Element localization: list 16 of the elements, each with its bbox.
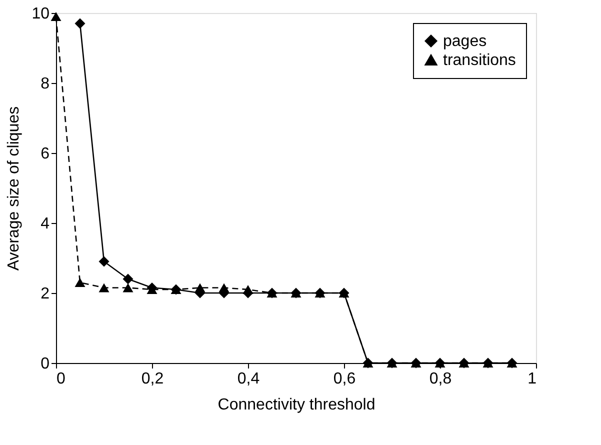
x-axis-title: Connectivity threshold [218,396,376,414]
x-tick-label: 0 [56,370,66,388]
y-tick-label: 4 [40,216,50,232]
y-axis-title: Average size of cliques [6,106,23,271]
y-tick-label: 8 [40,76,50,92]
y-tick-label: 2 [40,286,50,302]
y-tick-label: 0 [40,356,50,372]
x-tick-label: 0,4 [237,370,260,388]
y-tick-label: 10 [32,6,50,22]
x-tick-label: 0,8 [429,370,452,388]
y-tick-label: 6 [40,146,50,162]
legend-label: pages [443,33,487,50]
x-tick-label: 1 [528,370,537,388]
legend-label: transitions [443,52,516,69]
x-tick-label: 0,6 [333,370,356,388]
x-tick-label: 0,2 [141,370,164,388]
